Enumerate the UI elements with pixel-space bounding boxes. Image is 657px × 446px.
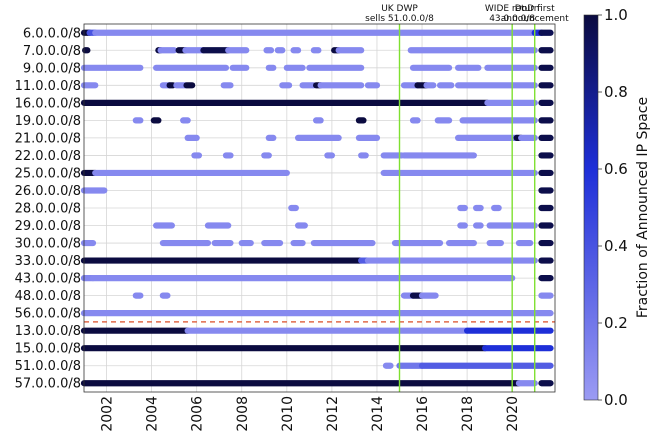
data-rows xyxy=(80,29,554,387)
y-tick-label: 56.0.0.0/8 xyxy=(15,307,81,322)
y-tick-label: 33.0.0.0/8 xyxy=(15,254,81,269)
x-tick-labels: 2002 2004 2006 2008 2010 2012 2014 2016 2018 2020 xyxy=(100,396,522,432)
event-annotation: sells 51.0.0.0/8 xyxy=(365,14,434,24)
y-tick-label: 9.0.0.0/8 xyxy=(23,61,81,76)
x-tick-label: 2018 xyxy=(460,396,476,432)
y-tick-label: 19.0.0.0/8 xyxy=(15,114,81,129)
x-tick-label: 2012 xyxy=(325,396,341,432)
x-tick-label: 2002 xyxy=(100,396,116,432)
x-tick-label: 2006 xyxy=(190,396,206,432)
y-tick-labels: 6.0.0.0/8 7.0.0.0/8 9.0.0.0/8 11.0.0.0/8 16.… xyxy=(15,26,81,391)
y-tick-label: 28.0.0.0/8 xyxy=(15,202,81,217)
y-tick-label: 43.0.0.0/8 xyxy=(15,272,81,287)
event-annotation: WIDE return xyxy=(485,4,540,14)
colorbar-tick-label: 0.2 xyxy=(604,314,628,332)
colorbar-tick-label: 0.8 xyxy=(604,83,628,101)
plot-frame xyxy=(83,23,556,393)
x-tick-label: 2014 xyxy=(370,396,386,432)
x-tick-label: 2004 xyxy=(145,396,161,432)
colorbar-label: Fraction of Announced IP Space xyxy=(635,97,651,318)
event-annotation: announcement xyxy=(501,14,569,24)
y-tick-label: 22.0.0.0/8 xyxy=(15,149,81,164)
colorbar-tick-label: 1.0 xyxy=(604,6,628,24)
event-annotation: 43.0.0.0/8 xyxy=(489,14,535,24)
y-tick-label: 6.0.0.0/8 xyxy=(23,26,81,41)
colorbar: 0.0 0.2 0.4 0.6 0.8 1.0 Fraction of Announced … xyxy=(583,6,651,409)
y-tick-label: 16.0.0.0/8 xyxy=(15,96,81,111)
y-tick-label: 57.0.0.0/8 xyxy=(15,377,81,392)
y-tick-label: 30.0.0.0/8 xyxy=(15,237,81,252)
y-tick-label: 25.0.0.0/8 xyxy=(15,166,81,181)
colorbar-tick-label: 0.4 xyxy=(604,237,628,255)
grid xyxy=(84,24,555,392)
y-tick-label: 29.0.0.0/8 xyxy=(15,219,81,234)
y-tick-label: 21.0.0.0/8 xyxy=(15,131,81,146)
x-tick-label: 2008 xyxy=(235,396,251,432)
y-tick-label: 26.0.0.0/8 xyxy=(15,184,81,199)
event-annotation: UK DWP xyxy=(381,4,418,14)
y-tick-label: 13.0.0.0/8 xyxy=(15,324,81,339)
x-tick-label: 2020 xyxy=(505,396,521,432)
x-tick-label: 2010 xyxy=(280,396,296,432)
y-tick-label: 51.0.0.0/8 xyxy=(15,359,81,374)
y-tick-label: 7.0.0.0/8 xyxy=(23,44,81,59)
y-tick-label: 48.0.0.0/8 xyxy=(15,289,81,304)
x-tick-label: 2016 xyxy=(415,396,431,432)
colorbar-gradient xyxy=(583,14,599,401)
y-tick-label: 15.0.0.0/8 xyxy=(15,342,81,357)
colorbar-tick-label: 0.6 xyxy=(604,160,628,178)
colorbar-tick-label: 0.0 xyxy=(604,391,628,409)
event-annotation: DoD first xyxy=(515,4,555,14)
y-tick-label: 11.0.0.0/8 xyxy=(15,79,81,94)
